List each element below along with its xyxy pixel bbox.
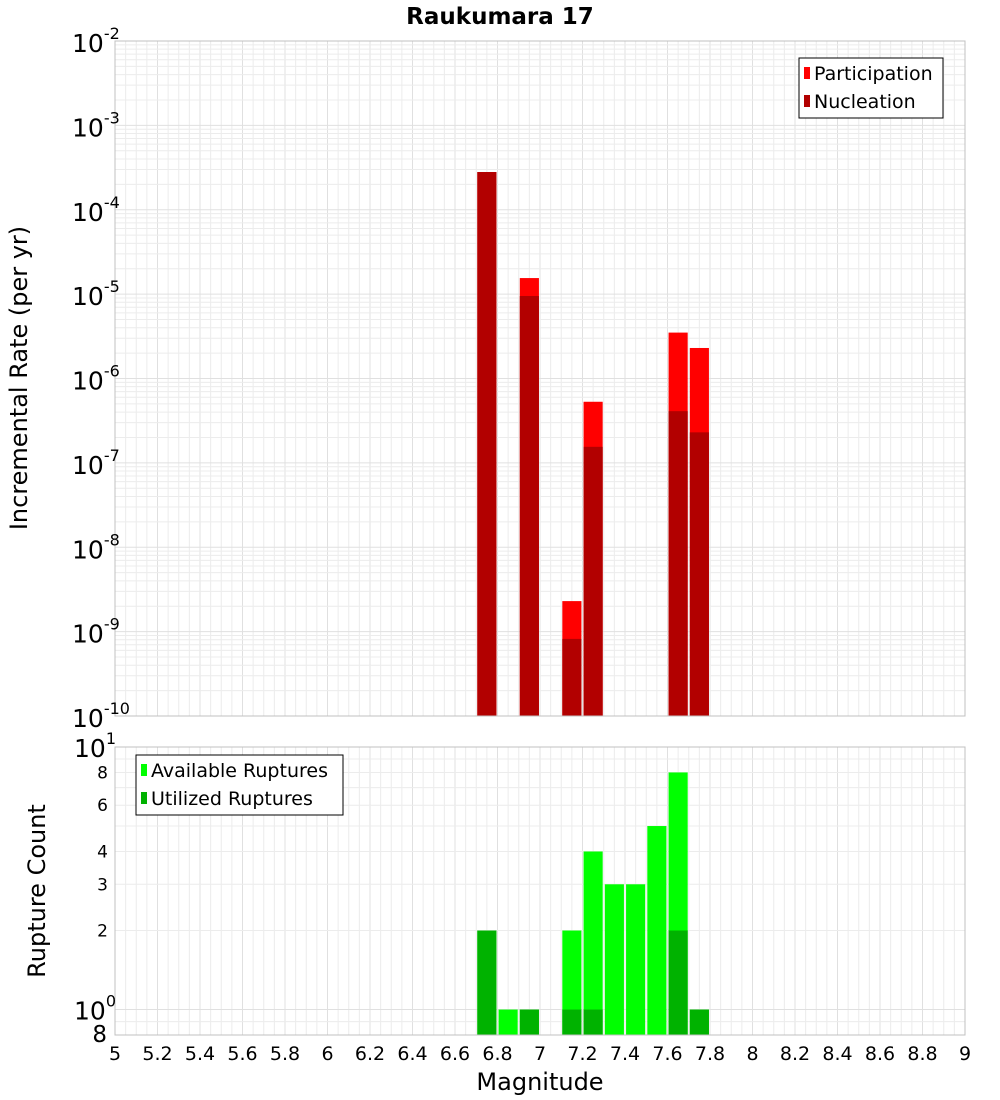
top-legend-label: Participation xyxy=(814,63,933,85)
top-y-tick-labels: 10-10 10-9 10-8 10-7 10-6 10-5 10-4 10-3 10-2 xyxy=(72,24,130,733)
x-tick-label: 6.8 xyxy=(482,1043,512,1065)
top-y-tick-label: 10-2 xyxy=(72,24,120,58)
bottom-y-tick-label: 6 xyxy=(97,796,108,816)
x-tick-label: 9 xyxy=(959,1043,971,1065)
bottom-legend-swatch xyxy=(141,792,147,804)
x-tick-label: 7.6 xyxy=(652,1043,682,1065)
bottom-y-tick-label: 100 xyxy=(74,992,116,1026)
bottom-series-1 xyxy=(477,930,709,1035)
bottom-y-tick-label: 101 xyxy=(74,729,116,763)
x-tick-label: 5.4 xyxy=(185,1043,215,1065)
top-bar xyxy=(689,432,709,716)
top-grid xyxy=(114,40,966,717)
bottom-legend-label: Utilized Ruptures xyxy=(151,788,313,810)
top-bar xyxy=(477,172,497,716)
bottom-grid xyxy=(114,746,966,1036)
x-tick-label: 8 xyxy=(746,1043,758,1065)
top-bar xyxy=(562,638,582,716)
top-y-tick-label: 10-9 xyxy=(72,615,120,649)
x-tick-label: 7.4 xyxy=(610,1043,640,1065)
top-legend-label: Nucleation xyxy=(814,91,916,113)
bottom-y-axis-label: Rupture Count xyxy=(23,804,51,978)
bottom-bar xyxy=(583,1009,603,1035)
bottom-y-tick-label: 4 xyxy=(97,842,108,862)
top-panel: 10-10 10-9 10-8 10-7 10-6 10-5 10-4 10-3 10-2 Par… xyxy=(72,24,966,733)
bottom-y-tick-label: 2 xyxy=(97,922,108,942)
x-tick-label: 6.6 xyxy=(440,1043,470,1065)
top-y-tick-label: 10-4 xyxy=(72,193,120,227)
top-y-tick-label: 10-5 xyxy=(72,277,120,311)
top-y-tick-label: 10-7 xyxy=(72,446,120,480)
bottom-bar xyxy=(626,884,646,1035)
bottom-bar xyxy=(689,1009,709,1035)
x-tick-label: 5.2 xyxy=(142,1043,172,1065)
x-tick-label: 8.4 xyxy=(822,1043,852,1065)
x-tick-labels: 5 5.2 5.4 5.6 5.8 6 6.2 6.4 6.6 6.8 7 7.2 7.4 7.6 7.8 8… xyxy=(109,1043,971,1065)
x-tick-label: 5.8 xyxy=(270,1043,300,1065)
x-axis-label: Magnitude xyxy=(476,1068,603,1096)
x-tick-label: 8.2 xyxy=(780,1043,810,1065)
bottom-bar xyxy=(647,826,667,1035)
top-legend-swatch xyxy=(804,67,810,79)
x-tick-label: 7.2 xyxy=(567,1043,597,1065)
bottom-legend-swatch xyxy=(141,764,147,776)
bottom-plot-border xyxy=(114,746,966,1036)
x-tick-label: 5.6 xyxy=(227,1043,257,1065)
x-tick-label: 6 xyxy=(321,1043,333,1065)
top-y-tick-label: 10-3 xyxy=(72,108,120,142)
top-bar xyxy=(583,446,603,716)
top-bar xyxy=(519,296,539,716)
bottom-bar xyxy=(498,1009,518,1035)
x-tick-label: 8.8 xyxy=(907,1043,937,1065)
bottom-bar xyxy=(583,851,603,1035)
x-tick-label: 8.6 xyxy=(865,1043,895,1065)
x-tick-label: 5 xyxy=(109,1043,121,1065)
bottom-bar xyxy=(562,1009,582,1035)
x-tick-label: 7.8 xyxy=(695,1043,725,1065)
bottom-bar xyxy=(604,884,624,1035)
top-y-tick-label: 10-6 xyxy=(72,362,120,396)
bottom-legend-box xyxy=(135,754,344,816)
chart-title: Raukumara 17 xyxy=(406,4,594,30)
top-y-tick-label: 10-8 xyxy=(72,530,120,564)
top-y-axis-label: Incremental Rate (per yr) xyxy=(5,226,33,530)
top-series-1 xyxy=(477,172,709,716)
bottom-bar xyxy=(562,930,582,1035)
top-legend: Participation Nucleation xyxy=(798,57,944,119)
x-tick-label: 6.4 xyxy=(397,1043,427,1065)
top-y-tick-label: 10-10 xyxy=(72,699,130,733)
bottom-y-tick-label: 8 xyxy=(92,1022,107,1048)
top-legend-swatch xyxy=(804,95,810,107)
top-legend-box xyxy=(798,57,944,119)
bottom-legend-label: Available Ruptures xyxy=(151,760,328,782)
x-tick-label: 7 xyxy=(534,1043,546,1065)
bottom-bar xyxy=(477,930,497,1035)
bottom-y-tick-label: 8 xyxy=(97,763,108,783)
bottom-bar xyxy=(668,930,688,1035)
top-plot-border xyxy=(114,40,966,717)
top-bar xyxy=(668,411,688,716)
bottom-bar xyxy=(519,1009,539,1035)
x-tick-label: 6.2 xyxy=(355,1043,385,1065)
bottom-legend: Available Ruptures Utilized Ruptures xyxy=(135,754,344,816)
bottom-y-tick-label: 3 xyxy=(97,875,108,895)
